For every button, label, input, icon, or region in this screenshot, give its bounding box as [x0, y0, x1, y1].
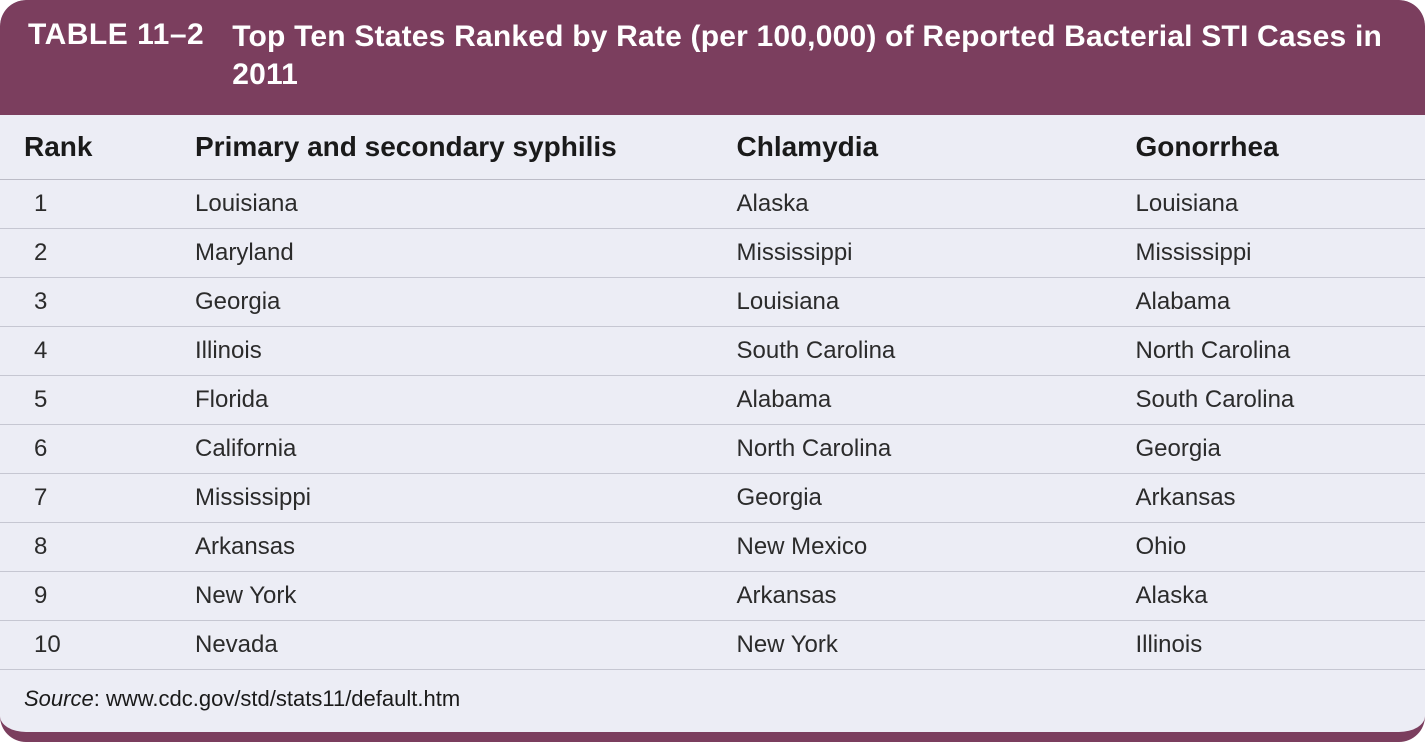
cell-chlamydia: Mississippi	[713, 229, 1112, 278]
cell-syphilis: Maryland	[171, 229, 713, 278]
table-source-row: Source: www.cdc.gov/std/stats11/default.…	[0, 670, 1425, 733]
source-text: : www.cdc.gov/std/stats11/default.htm	[94, 686, 460, 711]
table-row: 2 Maryland Mississippi Mississippi	[0, 229, 1425, 278]
cell-syphilis: California	[171, 425, 713, 474]
cell-gonorrhea: Ohio	[1112, 523, 1425, 572]
table-row: 3 Georgia Louisiana Alabama	[0, 278, 1425, 327]
cell-gonorrhea: Alabama	[1112, 278, 1425, 327]
cell-chlamydia: Alaska	[713, 180, 1112, 229]
cell-syphilis: New York	[171, 572, 713, 621]
table-number-label: TABLE 11–2	[28, 18, 204, 52]
table-row: 8 Arkansas New Mexico Ohio	[0, 523, 1425, 572]
table-row: 5 Florida Alabama South Carolina	[0, 376, 1425, 425]
ranking-table: Rank Primary and secondary syphilis Chla…	[0, 115, 1425, 732]
cell-chlamydia: New Mexico	[713, 523, 1112, 572]
cell-chlamydia: Louisiana	[713, 278, 1112, 327]
cell-chlamydia: Alabama	[713, 376, 1112, 425]
cell-rank: 8	[0, 523, 171, 572]
table-caption: Top Ten States Ranked by Rate (per 100,0…	[232, 18, 1397, 93]
col-header-gonorrhea: Gonorrhea	[1112, 115, 1425, 180]
table-row: 10 Nevada New York Illinois	[0, 621, 1425, 670]
cell-gonorrhea: North Carolina	[1112, 327, 1425, 376]
cell-syphilis: Mississippi	[171, 474, 713, 523]
cell-syphilis: Nevada	[171, 621, 713, 670]
cell-chlamydia: South Carolina	[713, 327, 1112, 376]
cell-chlamydia: Arkansas	[713, 572, 1112, 621]
table-row: 1 Louisiana Alaska Louisiana	[0, 180, 1425, 229]
col-header-syphilis: Primary and secondary syphilis	[171, 115, 713, 180]
cell-rank: 5	[0, 376, 171, 425]
table-row: 4 Illinois South Carolina North Carolina	[0, 327, 1425, 376]
cell-gonorrhea: Mississippi	[1112, 229, 1425, 278]
table-row: 6 California North Carolina Georgia	[0, 425, 1425, 474]
cell-chlamydia: Georgia	[713, 474, 1112, 523]
table-row: 7 Mississippi Georgia Arkansas	[0, 474, 1425, 523]
cell-rank: 10	[0, 621, 171, 670]
cell-gonorrhea: Arkansas	[1112, 474, 1425, 523]
source-label: Source	[24, 686, 94, 711]
cell-rank: 9	[0, 572, 171, 621]
col-header-chlamydia: Chlamydia	[713, 115, 1112, 180]
col-header-rank: Rank	[0, 115, 171, 180]
cell-rank: 3	[0, 278, 171, 327]
cell-gonorrhea: Louisiana	[1112, 180, 1425, 229]
cell-gonorrhea: South Carolina	[1112, 376, 1425, 425]
cell-rank: 1	[0, 180, 171, 229]
cell-gonorrhea: Illinois	[1112, 621, 1425, 670]
cell-rank: 7	[0, 474, 171, 523]
cell-chlamydia: New York	[713, 621, 1112, 670]
cell-chlamydia: North Carolina	[713, 425, 1112, 474]
cell-syphilis: Florida	[171, 376, 713, 425]
table-row: 9 New York Arkansas Alaska	[0, 572, 1425, 621]
cell-syphilis: Louisiana	[171, 180, 713, 229]
cell-syphilis: Arkansas	[171, 523, 713, 572]
cell-rank: 6	[0, 425, 171, 474]
table-card: TABLE 11–2 Top Ten States Ranked by Rate…	[0, 0, 1425, 742]
cell-gonorrhea: Alaska	[1112, 572, 1425, 621]
table-title-bar: TABLE 11–2 Top Ten States Ranked by Rate…	[0, 0, 1425, 115]
table-source-cell: Source: www.cdc.gov/std/stats11/default.…	[0, 670, 1425, 733]
cell-gonorrhea: Georgia	[1112, 425, 1425, 474]
cell-rank: 4	[0, 327, 171, 376]
table-header-row: Rank Primary and secondary syphilis Chla…	[0, 115, 1425, 180]
cell-rank: 2	[0, 229, 171, 278]
cell-syphilis: Georgia	[171, 278, 713, 327]
cell-syphilis: Illinois	[171, 327, 713, 376]
